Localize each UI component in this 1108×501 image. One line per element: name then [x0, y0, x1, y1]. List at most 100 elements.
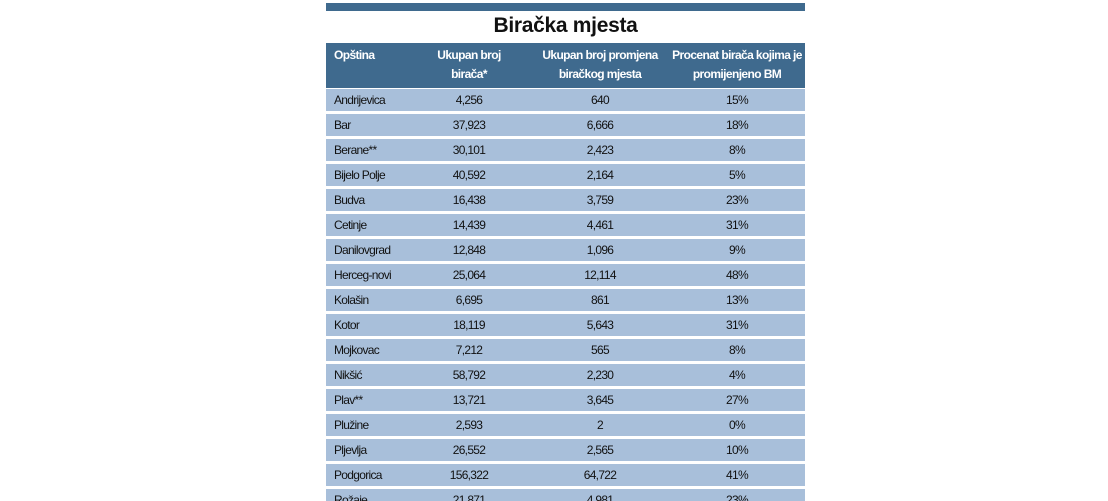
- cell-polling-changes: 2,164: [586, 168, 614, 182]
- table-row: Pljevlja 26,552 2,565 10%: [326, 439, 805, 461]
- cell-percent-changed: 27%: [726, 393, 749, 407]
- cell-municipality: Plužine: [334, 418, 369, 432]
- cell-percent-changed: 48%: [726, 268, 749, 282]
- table-row: Nikšić 58,792 2,230 4%: [326, 364, 805, 386]
- cell-total-voters: 37,923: [452, 118, 486, 132]
- cell-municipality: Mojkovac: [334, 343, 380, 357]
- cell-municipality: Budva: [334, 193, 365, 207]
- cell-total-voters: 12,848: [452, 243, 486, 257]
- cell-total-voters: 13,721: [452, 393, 486, 407]
- cell-municipality: Kolašin: [334, 293, 369, 307]
- table-row: Budva 16,438 3,759 23%: [326, 189, 805, 211]
- table-row: Bijelo Polje 40,592 2,164 5%: [326, 164, 805, 186]
- cell-polling-changes: 640: [591, 93, 610, 107]
- header-polling-changes-line-2: biračkog mjesta: [558, 67, 642, 81]
- header-percent-changed-line-1: Procenat birača kojima je: [672, 48, 802, 62]
- cell-percent-changed: 41%: [726, 468, 749, 482]
- cell-total-voters: 25,064: [452, 268, 486, 282]
- cell-total-voters: 7,212: [455, 343, 483, 357]
- cell-total-voters: 16,438: [452, 193, 486, 207]
- table-row: Rožaje 21,871 4,981 23%: [326, 489, 805, 501]
- cell-percent-changed: 8%: [729, 143, 746, 157]
- table-row: Andrijevica 4,256 640 15%: [326, 89, 805, 111]
- table-row: Cetinje 14,439 4,461 31%: [326, 214, 805, 236]
- cell-percent-changed: 31%: [726, 218, 749, 232]
- header-municipality-line-1: Opština: [334, 48, 375, 62]
- cell-total-voters: 40,592: [452, 168, 486, 182]
- cell-percent-changed: 0%: [729, 418, 746, 432]
- cell-municipality: Nikšić: [334, 368, 363, 382]
- cell-polling-changes: 2: [597, 418, 604, 432]
- cell-municipality: Danilovgrad: [334, 243, 391, 257]
- table-row: Mojkovac 7,212 565 8%: [326, 339, 805, 361]
- cell-polling-changes: 5,643: [586, 318, 614, 332]
- header-polling-changes: Ukupan broj promjena biračkog mjesta: [536, 46, 664, 84]
- cell-percent-changed: 5%: [729, 168, 746, 182]
- header-polling-changes-line-1: Ukupan broj promjena: [542, 48, 658, 62]
- cell-polling-changes: 64,722: [583, 468, 617, 482]
- cell-total-voters: 58,792: [452, 368, 486, 382]
- header-percent-changed: Procenat birača kojima je promijenjeno B…: [671, 46, 803, 84]
- header-total-voters-line-2: birača*: [451, 67, 487, 81]
- cell-percent-changed: 9%: [729, 243, 746, 257]
- cell-total-voters: 14,439: [452, 218, 486, 232]
- cell-polling-changes: 3,759: [586, 193, 614, 207]
- cell-polling-changes: 4,981: [586, 493, 614, 501]
- cell-percent-changed: 23%: [726, 493, 749, 501]
- cell-total-voters: 4,256: [455, 93, 483, 107]
- cell-municipality: Podgorica: [334, 468, 382, 482]
- cell-municipality: Berane**: [334, 143, 377, 157]
- cell-polling-changes: 12,114: [584, 268, 616, 282]
- top-accent-bar: [326, 3, 805, 11]
- cell-polling-changes: 2,423: [586, 143, 614, 157]
- cell-polling-changes: 1,096: [586, 243, 614, 257]
- cell-polling-changes: 565: [591, 343, 610, 357]
- cell-percent-changed: 10%: [726, 443, 749, 457]
- table-header: Opština Ukupan broj birača* Ukupan broj …: [326, 43, 805, 88]
- cell-polling-changes: 2,230: [586, 368, 614, 382]
- table-row: Kolašin 6,695 861 13%: [326, 289, 805, 311]
- cell-percent-changed: 15%: [726, 93, 749, 107]
- cell-percent-changed: 18%: [726, 118, 749, 132]
- cell-total-voters: 21,871: [452, 493, 486, 501]
- header-total-voters-line-1: Ukupan broj: [437, 48, 501, 62]
- cell-total-voters: 26,552: [452, 443, 486, 457]
- table-row: Kotor 18,119 5,643 31%: [326, 314, 805, 336]
- table-row: Plav** 13,721 3,645 27%: [326, 389, 805, 411]
- cell-municipality: Andrijevica: [334, 93, 386, 107]
- table-body: Andrijevica 4,256 640 15% Bar 37,923 6,666 18% B…: [326, 88, 805, 501]
- cell-municipality: Rožaje: [334, 493, 368, 501]
- table-row: Bar 37,923 6,666 18%: [326, 114, 805, 136]
- cell-percent-changed: 8%: [729, 343, 746, 357]
- table-row: Herceg-novi 25,064 12,114 48%: [326, 264, 805, 286]
- table-row: Plužine 2,593 2 0%: [326, 414, 805, 436]
- header-municipality: Opština: [334, 46, 424, 65]
- table-panel: Biračka mjesta Opština Ukupan broj birač…: [326, 0, 805, 501]
- table-title: Biračka mjesta: [493, 14, 638, 37]
- header-percent-changed-line-2: promijenjeno BM: [692, 67, 782, 81]
- cell-total-voters: 2,593: [455, 418, 483, 432]
- cell-total-voters: 156,322: [449, 468, 489, 482]
- cell-municipality: Bar: [334, 118, 351, 132]
- cell-municipality: Plav**: [334, 393, 363, 407]
- cell-polling-changes: 4,461: [586, 218, 614, 232]
- header-total-voters: Ukupan broj birača*: [426, 46, 512, 84]
- cell-municipality: Cetinje: [334, 218, 367, 232]
- table-row: Podgorica 156,322 64,722 41%: [326, 464, 805, 486]
- table-row: Danilovgrad 12,848 1,096 9%: [326, 239, 805, 261]
- cell-total-voters: 18,119: [453, 318, 485, 332]
- cell-percent-changed: 13%: [726, 293, 749, 307]
- cell-polling-changes: 3,645: [586, 393, 614, 407]
- cell-polling-changes: 6,666: [586, 118, 614, 132]
- cell-percent-changed: 4%: [729, 368, 746, 382]
- cell-municipality: Herceg-novi: [334, 268, 392, 282]
- cell-percent-changed: 31%: [726, 318, 749, 332]
- cell-polling-changes: 861: [591, 293, 610, 307]
- cell-total-voters: 30,101: [452, 143, 486, 157]
- cell-municipality: Bijelo Polje: [334, 168, 386, 182]
- cell-municipality: Kotor: [334, 318, 360, 332]
- cell-polling-changes: 2,565: [586, 443, 614, 457]
- cell-municipality: Pljevlja: [334, 443, 367, 457]
- cell-percent-changed: 23%: [726, 193, 749, 207]
- cell-total-voters: 6,695: [455, 293, 483, 307]
